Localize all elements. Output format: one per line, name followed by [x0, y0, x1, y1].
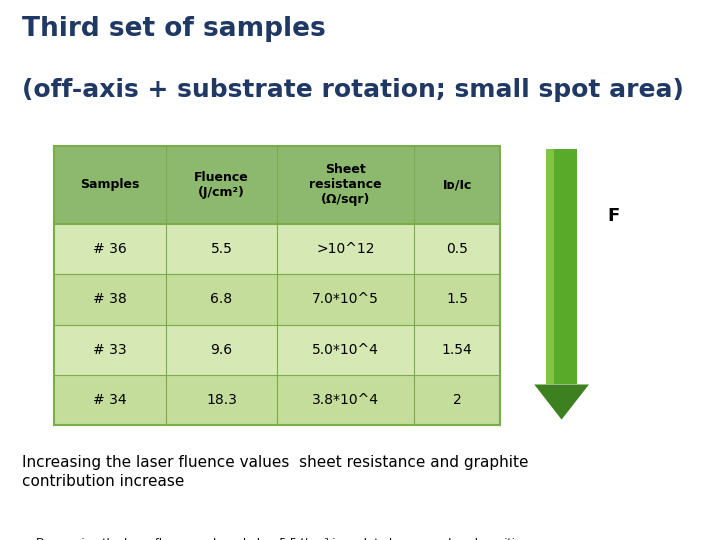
Text: 5.0*10^4: 5.0*10^4 — [312, 343, 379, 356]
Text: Third set of samples: Third set of samples — [22, 16, 325, 42]
Text: 1.5: 1.5 — [446, 293, 468, 306]
Polygon shape — [534, 384, 589, 420]
Bar — [54, 325, 500, 375]
Text: 9.6: 9.6 — [210, 343, 233, 356]
Text: Decreasing the laser fluence values  below 5,5 J/cm² is such to have very low de: Decreasing the laser fluence values belo… — [36, 538, 528, 540]
Bar — [546, 148, 577, 384]
Text: Increasing the laser fluence values  sheet resistance and graphite
contribution : Increasing the laser fluence values shee… — [22, 455, 528, 489]
Text: 0.5: 0.5 — [446, 242, 468, 256]
Text: 2: 2 — [453, 393, 462, 407]
Text: 7.0*10^5: 7.0*10^5 — [312, 293, 379, 306]
Text: 3.8*10^4: 3.8*10^4 — [312, 393, 379, 407]
Text: >10^12: >10^12 — [316, 242, 375, 256]
Bar — [54, 375, 500, 425]
Text: 5.5: 5.5 — [210, 242, 233, 256]
Bar — [546, 148, 554, 384]
Text: (off-axis + substrate rotation; small spot area): (off-axis + substrate rotation; small sp… — [22, 78, 683, 102]
Text: 18.3: 18.3 — [206, 393, 237, 407]
Text: # 34: # 34 — [93, 393, 127, 407]
Bar — [54, 224, 500, 274]
Text: # 33: # 33 — [93, 343, 127, 356]
Bar — [54, 146, 500, 224]
Text: 1.54: 1.54 — [442, 343, 472, 356]
Text: Fluence
(J/cm²): Fluence (J/cm²) — [194, 171, 249, 199]
Text: F: F — [607, 207, 619, 225]
Bar — [54, 146, 500, 425]
Text: 6.8: 6.8 — [210, 293, 233, 306]
Text: Iᴅ/Iᴄ: Iᴅ/Iᴄ — [443, 178, 472, 192]
Bar — [54, 274, 500, 325]
Text: Sheet
resistance
(Ω/sqr): Sheet resistance (Ω/sqr) — [310, 164, 382, 206]
Text: # 38: # 38 — [93, 293, 127, 306]
Text: Samples: Samples — [80, 178, 140, 192]
Text: # 36: # 36 — [93, 242, 127, 256]
